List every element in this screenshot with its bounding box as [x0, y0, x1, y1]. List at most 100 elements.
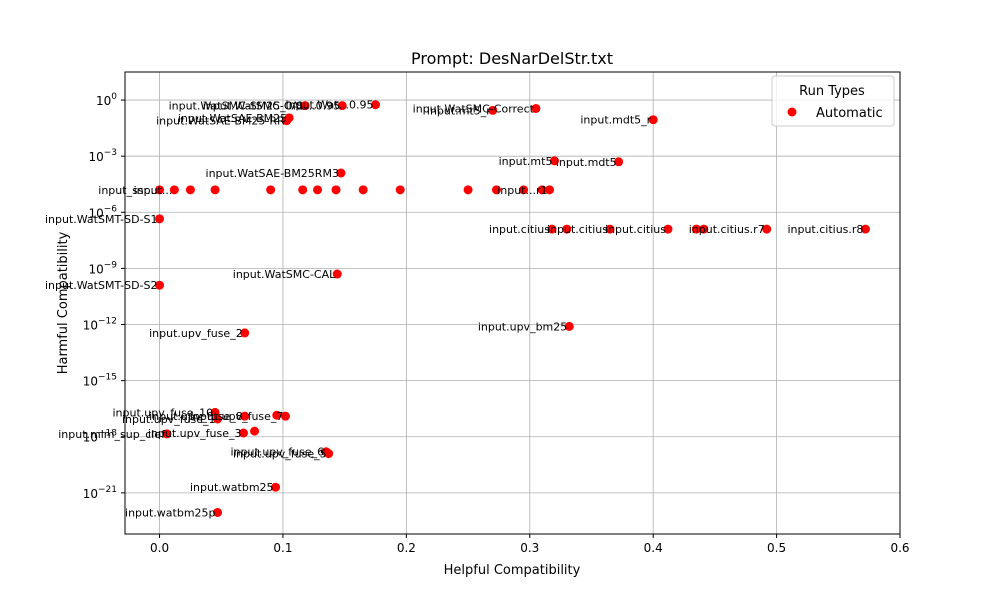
data-point: [169, 185, 179, 195]
y-tick-label: 10−18: [83, 429, 118, 445]
point-label: input.WatSMC-Correct: [413, 102, 535, 115]
data-point: [155, 185, 165, 195]
point-label: input.upv_fuse_1: [122, 413, 216, 426]
data-point: [240, 328, 250, 338]
data-point: [549, 156, 559, 166]
point-label: input.citius.r7: [689, 223, 765, 236]
data-point: [614, 157, 624, 167]
data-point: [564, 321, 574, 331]
x-tick-label: 0.4: [644, 541, 663, 555]
data-point: [331, 185, 341, 195]
data-point: [547, 224, 557, 234]
x-tick-label: 0.6: [890, 541, 909, 555]
data-point: [605, 224, 615, 234]
data-point: [238, 428, 248, 438]
data-point: [545, 185, 555, 195]
point-label: input.upv_fuse_2: [149, 327, 243, 340]
data-point: [491, 185, 501, 195]
point-label: input.upv_bm25: [478, 320, 567, 333]
x-axis-label: Helpful Compatibility: [444, 563, 581, 578]
point-label: input.citius.r8: [787, 223, 863, 236]
data-point: [282, 116, 292, 126]
data-point: [699, 224, 709, 234]
data-point: [272, 410, 282, 420]
legend-title: Run Types: [799, 84, 865, 99]
point-label: input.upv_fuse_5: [233, 448, 327, 461]
point-label: input.upv_fuse_8: [149, 410, 243, 423]
legend-box: [771, 75, 895, 127]
data-point: [371, 100, 381, 110]
y-tick-label: 10−6: [88, 204, 117, 220]
grid-layer: [125, 72, 901, 534]
data-point: [162, 429, 172, 439]
data-point: [332, 269, 342, 279]
data-point: [210, 185, 220, 195]
data-point: [648, 115, 658, 125]
data-point: [185, 185, 195, 195]
data-point: [298, 185, 308, 195]
legend: Run Types Automatic: [771, 75, 895, 127]
data-point: [155, 214, 165, 224]
data-point: [358, 185, 368, 195]
data-point: [691, 224, 701, 234]
y-tick-label: 10−9: [88, 260, 117, 276]
point-label: input.WatSMC-CAL: [233, 268, 336, 281]
data-point: [336, 168, 346, 178]
data-point: [663, 224, 673, 234]
point-label: input.upv_fuse_3: [148, 427, 242, 440]
point-label: input.upv_fuse_10: [112, 406, 213, 419]
point-label: input.WatSMT-SD-S1: [45, 213, 158, 226]
data-point: [395, 185, 405, 195]
y-axis-label: Harmful Compatibility: [56, 231, 71, 374]
points-layer: [155, 100, 870, 517]
point-label: input.upv_fuse_6: [231, 446, 325, 459]
point-label: input.WatSAE-BM25-RR: [156, 115, 285, 128]
point-label: input...r1: [497, 184, 547, 197]
point-label: input.mt5_r: [427, 104, 491, 117]
data-point: [463, 185, 473, 195]
data-point: [762, 224, 772, 234]
legend-marker-automatic: [787, 107, 797, 117]
x-axis-ticks: 0.0 0.1 0.2 0.3 0.4 0.5 0.6: [150, 534, 910, 555]
point-label: input.Wat...0.95: [286, 99, 374, 112]
data-point: [531, 103, 541, 113]
point-label: input.watbm25: [190, 481, 274, 494]
point-label: input.mlm_sup_clef: [58, 428, 166, 441]
data-point: [519, 185, 529, 195]
data-point: [337, 101, 347, 111]
data-point: [860, 224, 870, 234]
point-label: input.WatSMC-CAL...0.95: [203, 100, 340, 113]
x-tick-label: 0.5: [767, 541, 786, 555]
y-axis-ticks: 100 10−3 10−6 10−9 10−12 10−15 10−18 10−21: [83, 92, 125, 501]
point-label: input.upv_fuse_7: [190, 410, 284, 423]
data-point: [488, 105, 498, 115]
data-point: [213, 507, 223, 517]
point-label: input.mt5: [499, 155, 553, 168]
data-point: [562, 224, 572, 234]
data-point: [240, 411, 250, 421]
y-tick-label: 10−15: [83, 373, 117, 389]
data-point: [300, 101, 310, 111]
data-point: [266, 185, 276, 195]
y-tick-label: 10−21: [83, 485, 117, 501]
point-label: input.citius: [605, 223, 666, 236]
data-point: [313, 185, 323, 195]
point-label: input.citius: [489, 223, 550, 236]
point-label: input.WatSAE-BM25: [178, 112, 287, 125]
data-point: [271, 482, 281, 492]
data-point: [537, 185, 547, 195]
data-point: [213, 414, 223, 424]
point-label: input.WatSMC-SM25_0.8: [169, 100, 304, 113]
y-tick-label: 100: [96, 92, 117, 108]
point-label: input.mdt5: [556, 156, 617, 169]
point-label: input.watbm25p: [125, 506, 216, 519]
point-label: input.WatSAE-BM25RM3: [206, 167, 339, 180]
data-point: [280, 411, 290, 421]
x-tick-label: 0.0: [150, 541, 169, 555]
y-tick-label: 10−12: [83, 317, 117, 333]
chart-title: Prompt: DesNarDelStr.txt: [411, 49, 613, 68]
point-label: input.mdt5_r: [580, 114, 651, 127]
data-point: [155, 280, 165, 290]
point-label: input.citius: [547, 223, 608, 236]
